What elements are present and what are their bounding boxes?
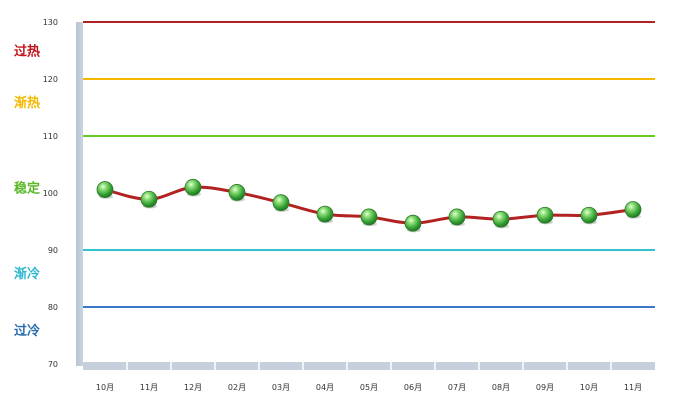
x-tick-label: 10月 [580,383,598,392]
y-axis-bar [76,22,83,366]
series [96,178,642,233]
x-tick-label: 10月 [96,383,114,392]
x-axis [83,362,655,370]
data-point [492,210,510,228]
y-tick-label: 70 [48,360,58,369]
y-tick-label: 90 [48,246,58,255]
reference-lines [83,21,655,308]
x-tick-label: 05月 [360,383,378,392]
zone-label: 渐冷 [14,266,40,282]
x-tick-label: 02月 [228,383,246,392]
data-point [140,190,158,208]
y-tick-label: 80 [48,303,58,312]
y-tick-label: 130 [43,18,58,27]
x-tick-labels: 10月 11月 12月 02月 03月 04月 05月 06月 07月 08月 09月 10月 11月 [96,362,642,392]
data-point [624,201,642,218]
x-tick-label: 08月 [492,383,510,392]
data-point [316,205,334,223]
x-axis-bar [83,362,655,370]
data-point [272,194,290,212]
x-tick-label: 11月 [624,383,642,392]
zone-label: 渐热 [14,95,40,111]
x-tick-label: 11月 [140,383,158,392]
data-point [404,214,422,232]
data-point [96,181,114,198]
data-point [228,184,246,201]
x-tick-label: 04月 [316,383,334,392]
data-point [448,208,466,226]
x-tick-label: 06月 [404,383,422,392]
x-tick-label: 12月 [184,383,202,392]
y-tick-label: 120 [43,75,58,84]
y-tick-labels: 70 80 90 100 110 120 130 [43,18,58,369]
data-point [360,208,378,226]
y-axis [76,22,83,366]
data-point [580,206,598,224]
y-tick-label: 100 [43,189,58,198]
x-tick-label: 09月 [536,383,554,392]
zone-label: 稳定 [14,180,40,196]
zone-label: 过冷 [14,323,40,339]
zone-label: 过热 [14,44,40,60]
x-tick-label: 07月 [448,383,466,392]
y-tick-label: 110 [43,132,58,141]
data-point [536,206,554,224]
x-tick-label: 03月 [272,383,290,392]
data-point [184,178,202,196]
